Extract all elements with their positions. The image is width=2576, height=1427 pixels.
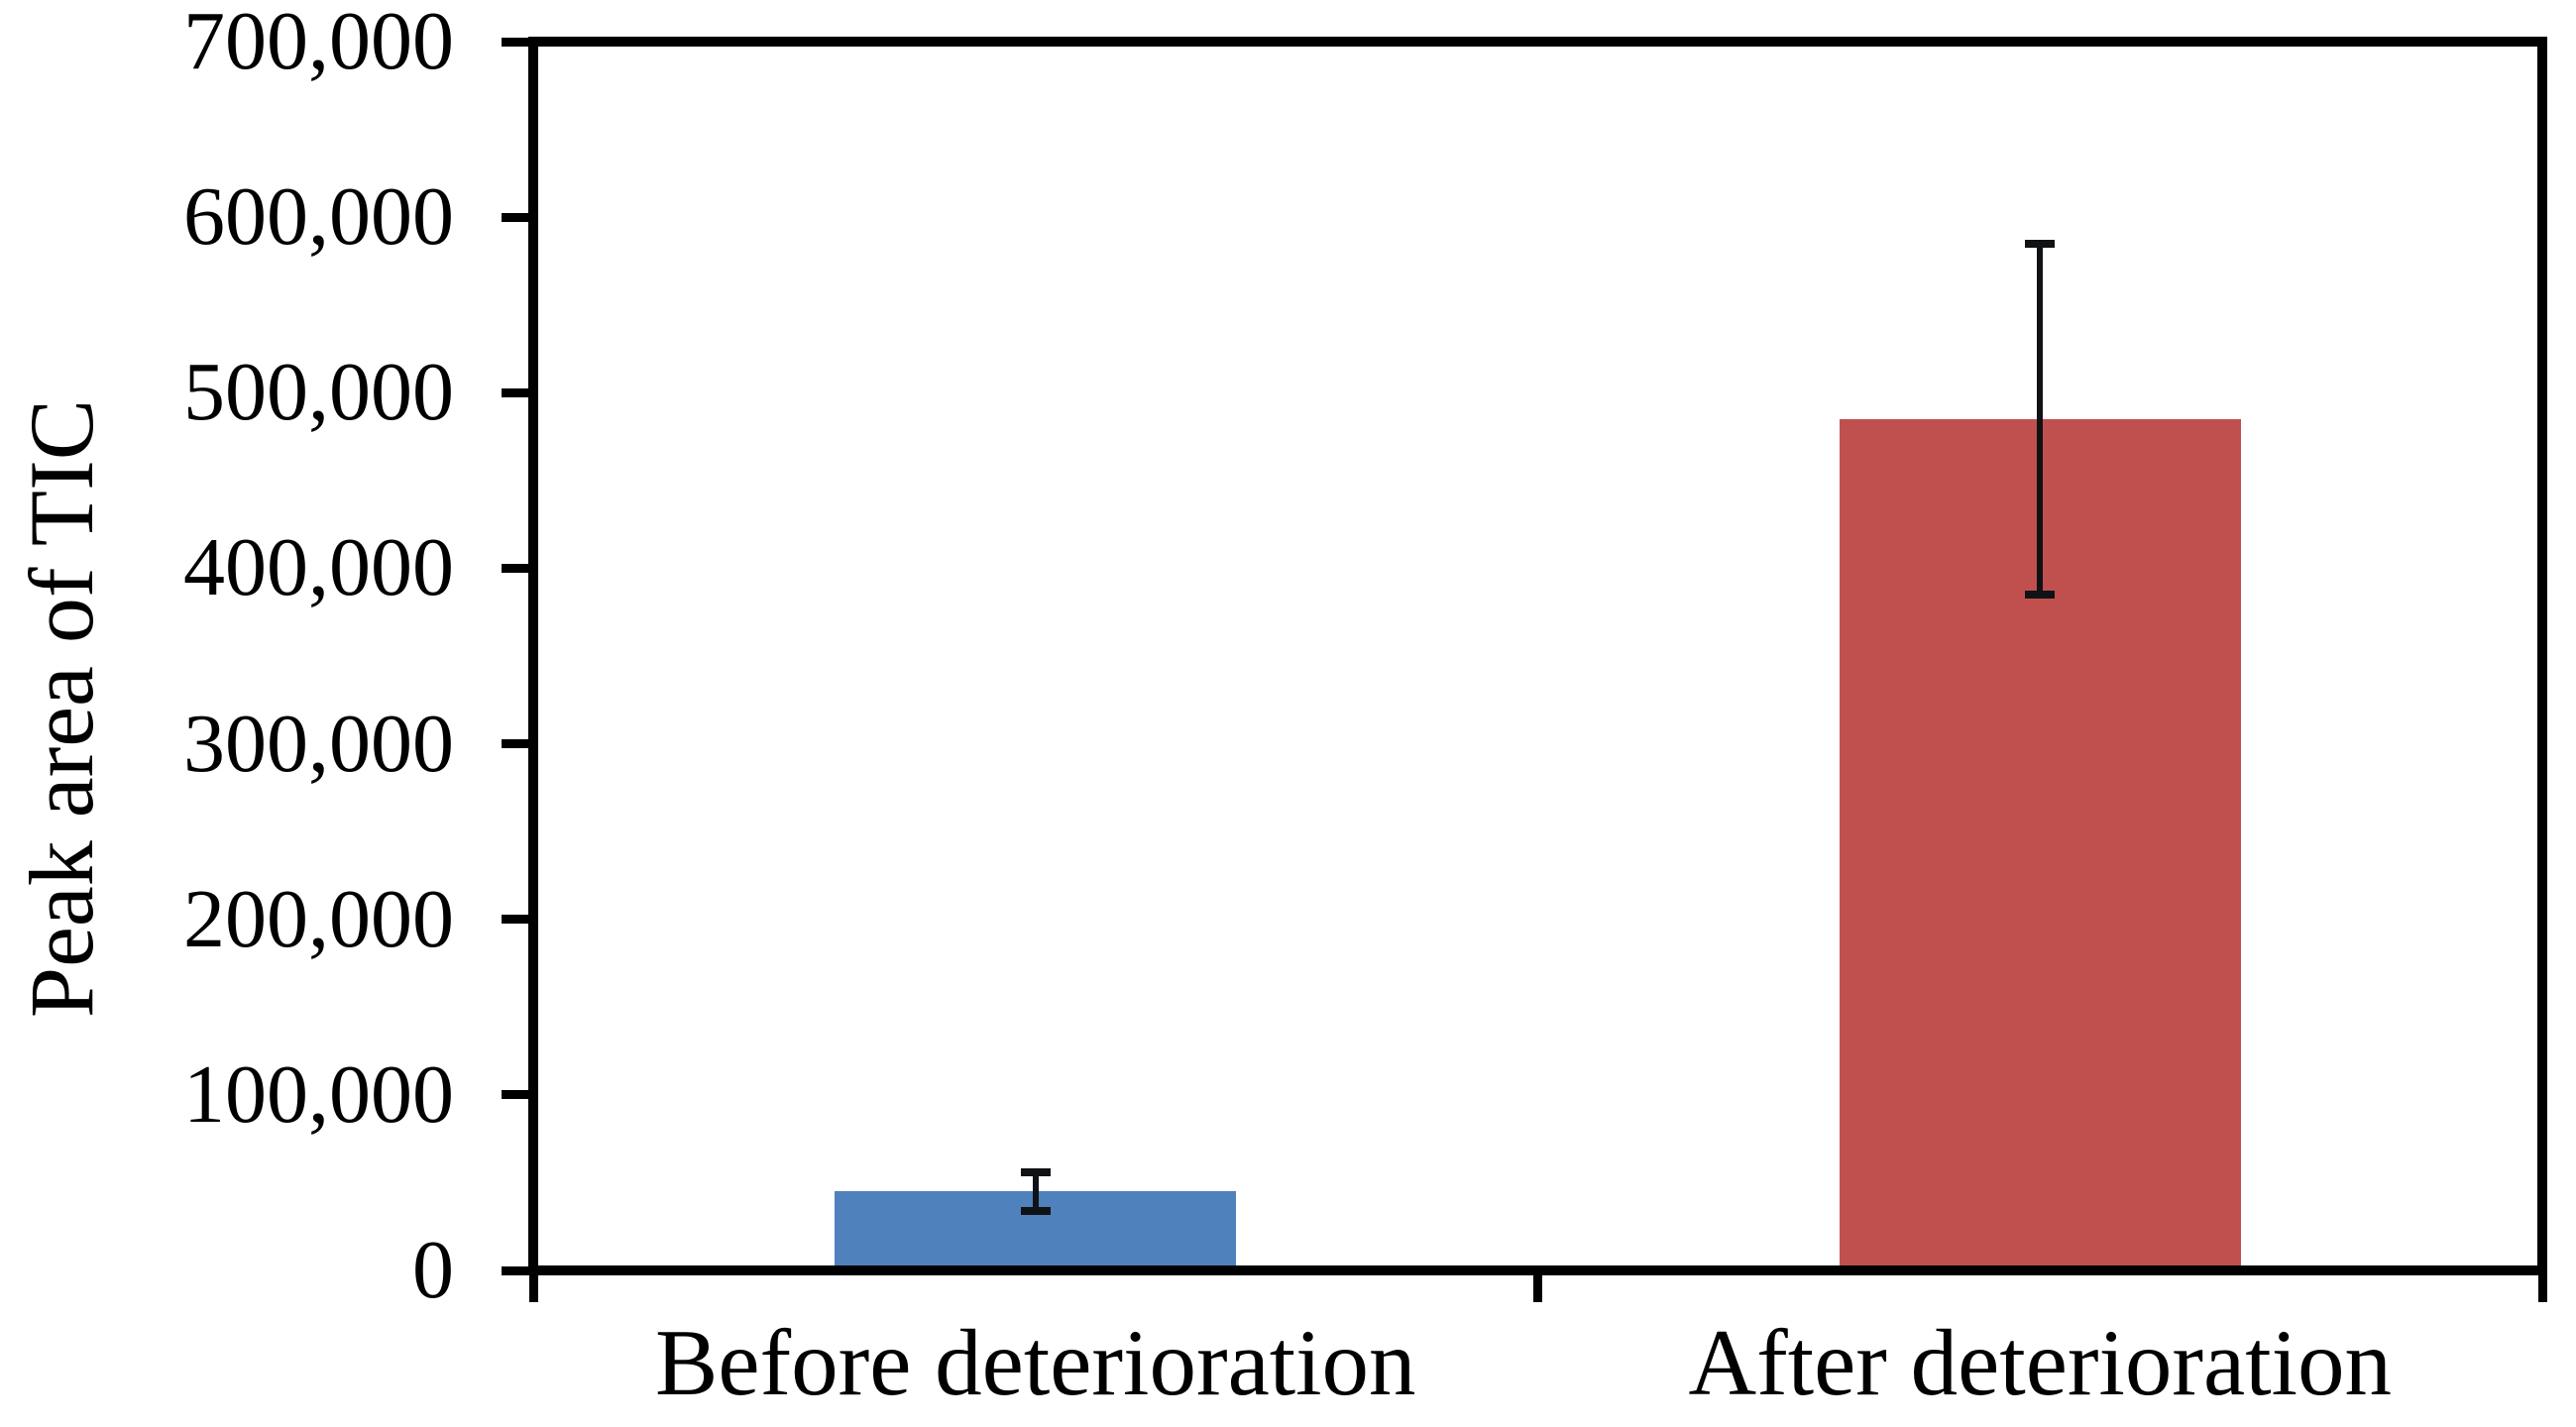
y-tick-label: 200,000 <box>183 872 454 965</box>
y-tick-mark <box>502 1265 528 1275</box>
error-bar-cap-bottom <box>2025 591 2056 599</box>
y-tick-label: 300,000 <box>183 697 454 790</box>
error-bar-cap-top <box>1020 1167 1051 1176</box>
x-tick-mark <box>1533 1275 1542 1302</box>
y-tick-mark <box>502 563 528 573</box>
plot-area-frame <box>528 37 2547 1275</box>
y-tick-mark <box>502 915 528 925</box>
y-tick-label: 600,000 <box>183 170 454 264</box>
y-tick-mark <box>502 739 528 749</box>
y-tick-mark <box>502 387 528 397</box>
error-bar-line <box>2037 243 2044 595</box>
x-tick-mark <box>528 1275 538 1302</box>
y-tick-mark <box>502 1090 528 1100</box>
y-tick-label: 700,000 <box>183 0 454 87</box>
y-tick-label: 100,000 <box>183 1047 454 1141</box>
y-tick-label: 500,000 <box>183 346 454 439</box>
x-category-label: Before deterioration <box>654 1310 1416 1415</box>
error-bar-cap-top <box>2025 239 2056 248</box>
y-tick-label: 0 <box>412 1224 454 1316</box>
error-bar-line <box>1032 1171 1039 1211</box>
x-tick-mark <box>2537 1275 2547 1302</box>
y-tick-mark <box>502 212 528 222</box>
y-tick-label: 400,000 <box>183 521 454 614</box>
y-tick-mark <box>502 37 528 47</box>
x-category-label: After deterioration <box>1688 1310 2393 1415</box>
error-bar-cap-bottom <box>1020 1206 1051 1215</box>
